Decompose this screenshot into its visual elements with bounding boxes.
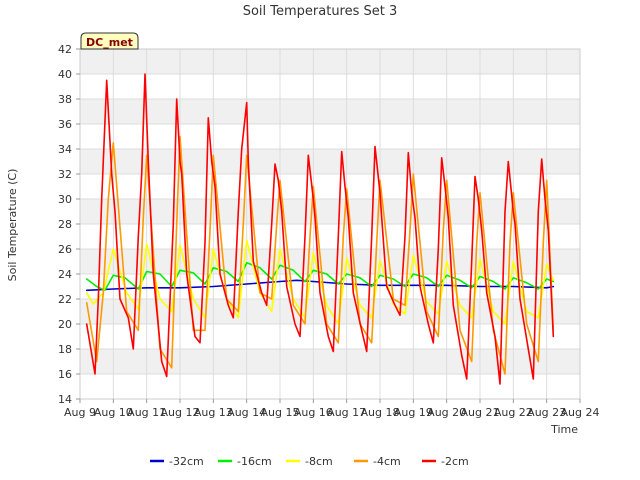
x-tick-label: Aug 22 — [494, 406, 533, 419]
legend-label: -16cm — [237, 455, 272, 468]
series-line-32cm — [85, 279, 555, 292]
plot-band — [80, 324, 580, 349]
x-tick-label: Aug 10 — [94, 406, 133, 419]
y-axis-ticks: 14 16 18 20 22 24 26 28 30 32 34 36 38 40 42 — [58, 43, 80, 406]
legend-label: -4cm — [373, 455, 401, 468]
legend: -32cm -16cm -8cm -4cm -2cm — [150, 455, 469, 468]
plot-band — [80, 374, 580, 399]
x-tick-label: Aug 24 — [561, 406, 600, 419]
series-lines — [85, 73, 555, 385]
chart-title: Soil Temperatures Set 3 — [243, 4, 398, 19]
plot-band — [80, 174, 580, 199]
legend-label: -2cm — [441, 455, 469, 468]
y-tick-label: 22 — [58, 293, 72, 306]
y-tick-label: 32 — [58, 168, 72, 181]
x-tick-label: Aug 11 — [127, 406, 166, 419]
plot-band — [80, 49, 580, 74]
x-tick-label: Aug 21 — [461, 406, 500, 419]
station-badge-box — [80, 32, 139, 50]
y-tick-label: 34 — [58, 143, 72, 156]
x-tick-label: Aug 15 — [261, 406, 300, 419]
plot-band — [80, 124, 580, 149]
series-line-2cm — [85, 73, 555, 385]
plot-band — [80, 99, 580, 124]
x-tick-label: Aug 13 — [194, 406, 233, 419]
x-tick-label: Aug 9 — [64, 406, 96, 419]
x-tick-label: Aug 12 — [161, 406, 200, 419]
y-tick-label: 24 — [58, 268, 72, 281]
y-tick-label: 30 — [58, 193, 72, 206]
legend-label: -8cm — [305, 455, 333, 468]
x-tick-label: Aug 17 — [327, 406, 366, 419]
y-axis-label: Soil Temperature (C) — [6, 169, 19, 282]
series-line-16cm — [85, 261, 555, 292]
legend-label: -32cm — [169, 455, 204, 468]
y-tick-label: 16 — [58, 368, 72, 381]
series-line-8cm — [85, 239, 555, 325]
plot-band — [80, 199, 580, 224]
station-badge: DC_met — [80, 32, 139, 50]
y-tick-label: 42 — [58, 43, 72, 56]
x-tick-label: Aug 16 — [294, 406, 333, 419]
y-tick-label: 38 — [58, 93, 72, 106]
y-tick-label: 18 — [58, 343, 72, 356]
x-tick-label: Aug 19 — [394, 406, 433, 419]
y-tick-label: 14 — [58, 393, 72, 406]
y-tick-label: 20 — [58, 318, 72, 331]
x-tick-label: Aug 23 — [527, 406, 566, 419]
y-tick-label: 26 — [58, 243, 72, 256]
plot-band — [80, 249, 580, 274]
station-badge-label: DC_met — [86, 36, 133, 49]
plot-band — [80, 149, 580, 174]
plot-band — [80, 224, 580, 249]
x-tick-label: Aug 14 — [227, 406, 266, 419]
plot-band — [80, 74, 580, 99]
x-tick-label: Aug 18 — [361, 406, 400, 419]
x-tick-label: Aug 20 — [427, 406, 466, 419]
y-tick-label: 40 — [58, 68, 72, 81]
y-tick-label: 28 — [58, 218, 72, 231]
y-tick-label: 36 — [58, 118, 72, 131]
x-axis-label: Time — [550, 423, 578, 436]
series-line-4cm — [85, 135, 555, 375]
